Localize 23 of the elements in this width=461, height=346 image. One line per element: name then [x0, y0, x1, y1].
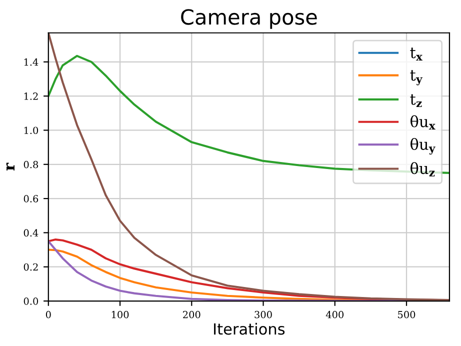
- legend-label: t$_{z}$: [410, 94, 422, 108]
- x-tick-label: 500: [398, 310, 416, 318]
- legend-label: t$_{y}$: [410, 70, 422, 86]
- x-axis-title: Iterations: [214, 322, 285, 335]
- x-tick-label: 200: [183, 310, 200, 318]
- legend-label: t$_{x}$: [410, 48, 422, 60]
- legend-label: θu$_{x}$: [410, 115, 436, 130]
- y-axis-title: r: [6, 162, 14, 171]
- y-tick-label: 0.0: [24, 298, 38, 305]
- x-tick-label: 400: [326, 310, 344, 318]
- x-tick-label: 300: [254, 310, 272, 318]
- x-tick-label: 100: [112, 310, 129, 318]
- y-tick-label: 0.8: [24, 160, 38, 168]
- y-tick-label: 0.6: [24, 195, 38, 202]
- legend-label: θu$_{y}$: [410, 138, 436, 155]
- y-tick-label: 1.2: [24, 92, 38, 100]
- chart-title: Camera pose: [181, 9, 317, 29]
- y-tick-label: 1.4: [24, 58, 38, 66]
- y-tick-label: 0.2: [24, 263, 38, 271]
- x-tick-label: 0: [46, 310, 51, 318]
- y-tick-label: 0.4: [24, 229, 38, 237]
- legend-label: θu$_{z}$: [410, 162, 435, 176]
- y-tick-label: 1.0: [24, 126, 38, 134]
